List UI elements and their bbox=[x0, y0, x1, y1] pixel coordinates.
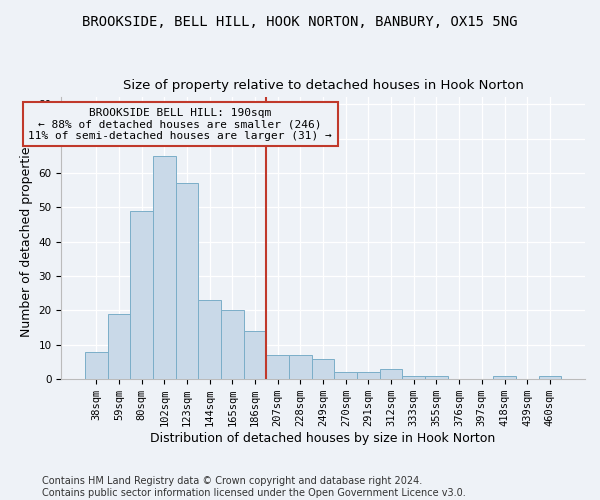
X-axis label: Distribution of detached houses by size in Hook Norton: Distribution of detached houses by size … bbox=[151, 432, 496, 445]
Bar bbox=[312, 358, 334, 379]
Bar bbox=[130, 211, 153, 379]
Bar bbox=[357, 372, 380, 379]
Bar bbox=[244, 331, 266, 379]
Bar bbox=[266, 355, 289, 379]
Bar bbox=[403, 376, 425, 379]
Bar bbox=[380, 369, 403, 379]
Bar bbox=[334, 372, 357, 379]
Bar bbox=[221, 310, 244, 379]
Text: Contains HM Land Registry data © Crown copyright and database right 2024.
Contai: Contains HM Land Registry data © Crown c… bbox=[42, 476, 466, 498]
Text: BROOKSIDE, BELL HILL, HOOK NORTON, BANBURY, OX15 5NG: BROOKSIDE, BELL HILL, HOOK NORTON, BANBU… bbox=[82, 15, 518, 29]
Bar bbox=[176, 184, 199, 379]
Bar bbox=[153, 156, 176, 379]
Bar bbox=[425, 376, 448, 379]
Title: Size of property relative to detached houses in Hook Norton: Size of property relative to detached ho… bbox=[122, 79, 524, 92]
Bar bbox=[289, 355, 312, 379]
Bar bbox=[85, 352, 107, 379]
Bar bbox=[199, 300, 221, 379]
Text: BROOKSIDE BELL HILL: 190sqm
← 88% of detached houses are smaller (246)
11% of se: BROOKSIDE BELL HILL: 190sqm ← 88% of det… bbox=[28, 108, 332, 141]
Bar bbox=[539, 376, 561, 379]
Bar bbox=[107, 314, 130, 379]
Bar bbox=[493, 376, 516, 379]
Y-axis label: Number of detached properties: Number of detached properties bbox=[20, 140, 33, 337]
